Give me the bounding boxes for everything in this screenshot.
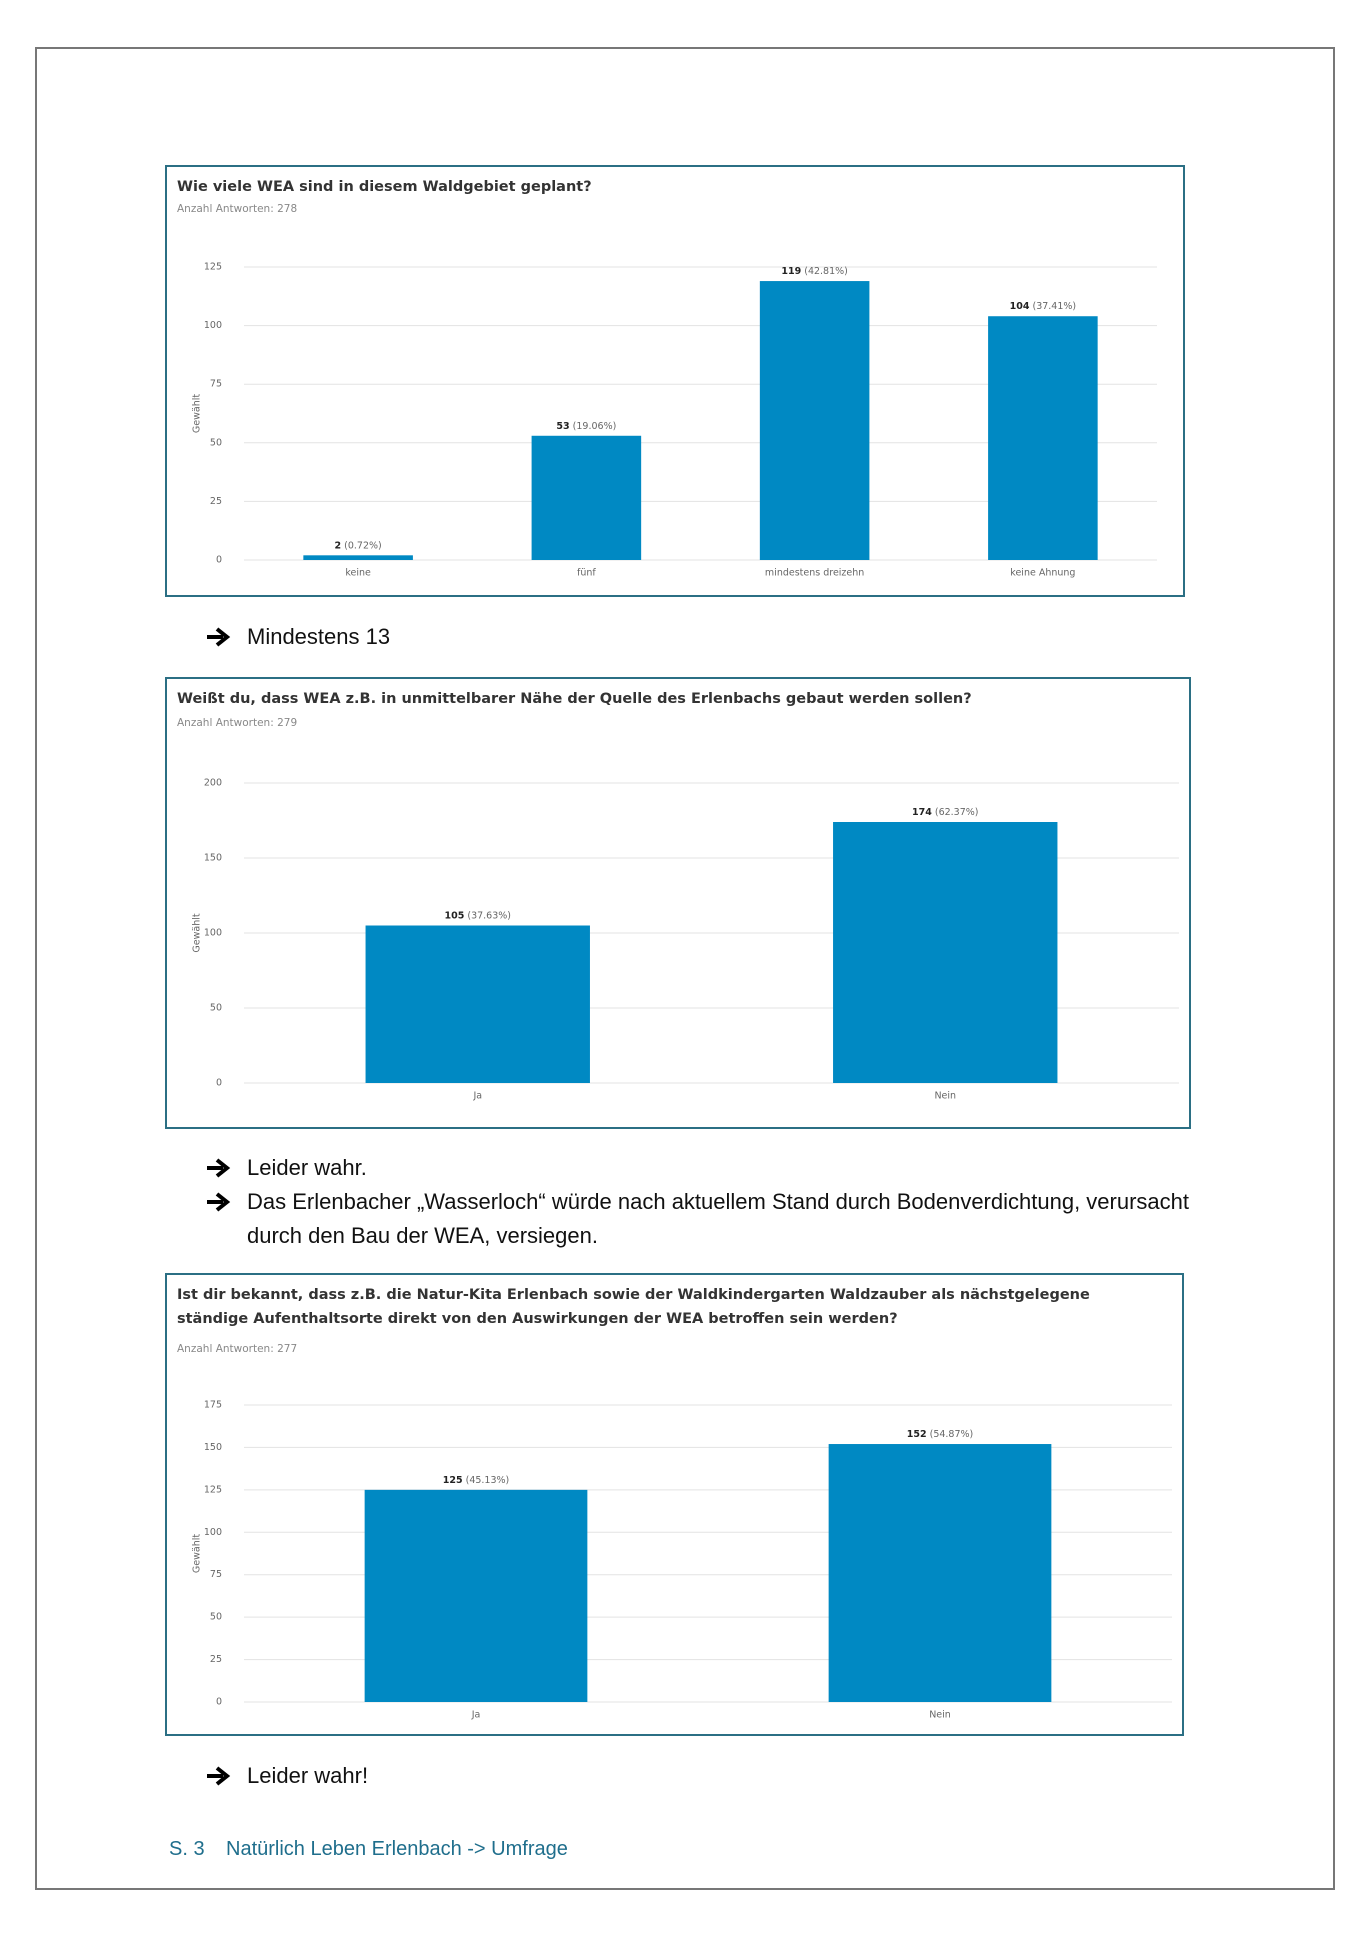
bar	[833, 822, 1058, 1083]
y-tick-label: 100	[204, 320, 222, 331]
bar	[303, 555, 413, 560]
page-frame	[35, 47, 1335, 1890]
bar	[759, 281, 870, 560]
note-text: Leider wahr!	[247, 1763, 369, 1788]
arrow	[207, 1192, 231, 1212]
note: Das Erlenbacher „Wasserloch“ würde nach …	[205, 1185, 1197, 1253]
y-tick-label: 50	[210, 1612, 222, 1623]
y-tick-label: 100	[204, 1527, 222, 1538]
y-tick-label: 75	[210, 379, 222, 390]
data-label: 174 (62.37%)	[912, 807, 979, 818]
chart-title: Ist dir bekannt, dass z.B. die Natur-Kit…	[177, 1287, 1090, 1327]
y-tick-label: 25	[210, 496, 222, 507]
y-tick-label: 50	[210, 1003, 222, 1014]
data-label: 2 (0.72%)	[335, 540, 382, 551]
chart-card: Ist dir bekannt, dass z.B. die Natur-Kit…	[165, 1273, 1184, 1736]
chart-card: Wie viele WEA sind in diesem Waldgebiet …	[165, 165, 1185, 597]
y-axis-label: Gewählt	[192, 394, 203, 433]
bar	[988, 316, 1098, 560]
data-label: 119 (42.81%)	[781, 266, 848, 277]
y-axis-label: Gewählt	[192, 1534, 203, 1573]
data-label: 152 (54.87%)	[907, 1429, 974, 1440]
note: Mindestens 13	[205, 620, 1197, 654]
bar	[364, 1489, 588, 1702]
bar	[365, 925, 590, 1083]
y-tick-label: 150	[204, 1442, 222, 1453]
y-tick-label: 0	[216, 1078, 222, 1089]
note-text: Das Erlenbacher „Wasserloch“ würde nach …	[247, 1189, 1189, 1248]
y-tick-label: 200	[204, 778, 222, 789]
data-label: 53 (19.06%)	[556, 420, 616, 431]
x-tick-label: keine Ahnung	[1010, 568, 1075, 579]
arrow	[207, 1158, 231, 1178]
y-tick-label: 25	[210, 1654, 222, 1665]
y-tick-label: 175	[204, 1400, 222, 1411]
x-tick-label: fünf	[577, 568, 596, 579]
y-axis-label: Gewählt	[192, 913, 203, 952]
y-tick-label: 100	[204, 928, 222, 939]
chart-subtitle: Anzahl Antworten: 279	[177, 717, 298, 729]
x-tick-label: Nein	[929, 1710, 951, 1721]
note-text: Mindestens 13	[247, 624, 391, 649]
note: Leider wahr.	[205, 1151, 1197, 1185]
x-tick-label: Ja	[472, 1091, 482, 1102]
footer-text: Natürlich Leben Erlenbach -> Umfrage	[226, 1838, 568, 1860]
page-number: S. 3	[169, 1838, 205, 1860]
bar	[531, 435, 642, 560]
note: Leider wahr!	[205, 1759, 1197, 1793]
arrow	[207, 1766, 231, 1786]
chart-title: Wie viele WEA sind in diesem Waldgebiet …	[177, 179, 592, 195]
y-tick-label: 0	[216, 555, 222, 566]
chart-title: Weißt du, dass WEA z.B. in unmittelbarer…	[177, 691, 972, 707]
y-tick-label: 125	[204, 1484, 222, 1495]
data-label: 104 (37.41%)	[1010, 301, 1077, 312]
chart-subtitle: Anzahl Antworten: 277	[177, 1343, 298, 1355]
chart: 0 50 100 150 200 Gewählt Ja 105 (37.63%) Nein 174…	[192, 778, 1179, 1102]
data-label: 105 (37.63%)	[445, 910, 512, 921]
bar	[828, 1444, 1052, 1702]
x-tick-label: Ja	[471, 1710, 481, 1721]
y-tick-label: 75	[210, 1569, 222, 1580]
y-tick-label: 125	[204, 262, 222, 273]
x-tick-label: mindestens dreizehn	[765, 568, 864, 579]
data-label: 125 (45.13%)	[443, 1474, 510, 1485]
arrow	[207, 627, 231, 647]
note-text: Leider wahr.	[247, 1155, 367, 1180]
chart: 0 25 50 75 100 125 150 175 Gewählt Ja 125 (45.13%)…	[192, 1400, 1172, 1721]
chart: 0 25 50 75 100 125 Gewählt keine 2 (0.72%) fünf 53…	[192, 262, 1157, 579]
x-tick-label: Nein	[934, 1091, 956, 1102]
y-tick-label: 50	[210, 437, 222, 448]
x-tick-label: keine	[345, 568, 371, 579]
y-tick-label: 150	[204, 853, 222, 864]
chart-card: Weißt du, dass WEA z.B. in unmittelbarer…	[165, 677, 1191, 1129]
chart-subtitle: Anzahl Antworten: 278	[177, 203, 298, 215]
y-tick-label: 0	[216, 1697, 222, 1708]
